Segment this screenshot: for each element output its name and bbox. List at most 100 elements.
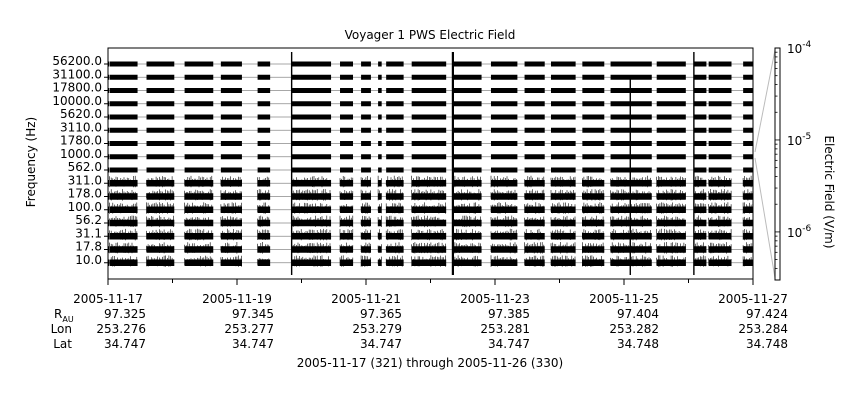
plot-frame [107, 47, 754, 280]
ephem-label-lat: Lat [53, 337, 72, 351]
data-block [453, 61, 482, 67]
data-block [361, 114, 371, 120]
data-block [524, 88, 545, 93]
data-block [656, 154, 686, 160]
data-block [490, 101, 518, 107]
data-block [524, 193, 545, 200]
data-block [220, 101, 242, 107]
data-block [490, 180, 518, 187]
data-block [378, 101, 382, 107]
data-block [411, 114, 447, 120]
data-block [109, 127, 138, 133]
data-block [257, 101, 271, 107]
plot-area [107, 47, 754, 280]
data-block [378, 154, 382, 160]
data-block [220, 127, 242, 133]
y-tick-label: 56.2 [75, 213, 102, 227]
x-tick-label: 2005-11-23 [460, 292, 530, 306]
data-block [610, 154, 652, 160]
y-tick-label: 1780.0 [60, 134, 102, 148]
date-range-footer: 2005-11-17 (321) through 2005-11-26 (330… [297, 356, 563, 370]
data-block [524, 154, 545, 160]
data-block [291, 101, 332, 107]
data-block [550, 233, 576, 240]
data-block [340, 167, 354, 173]
data-block [743, 101, 753, 107]
data-block [490, 74, 518, 80]
data-block [453, 114, 482, 120]
data-block [109, 114, 138, 120]
data-block [693, 88, 707, 93]
data-block [550, 141, 576, 146]
ephem-value-r: 97.345 [232, 307, 274, 321]
data-block [146, 206, 175, 213]
data-block [220, 74, 242, 80]
data-block [146, 101, 175, 107]
data-block [656, 127, 686, 133]
data-block [708, 154, 732, 160]
ephem-value-r: 97.325 [104, 307, 146, 321]
data-block [524, 127, 545, 133]
data-block [257, 88, 271, 93]
ephem-value-lat: 34.747 [104, 337, 146, 351]
data-block [378, 114, 382, 120]
data-block [184, 167, 214, 173]
ephem-value-lon: 253.284 [738, 322, 788, 336]
data-block [291, 74, 332, 80]
ephem-value-r: 97.404 [617, 307, 659, 321]
data-block [708, 114, 732, 120]
data-block [361, 154, 371, 160]
x-axis: 2005-11-17 2005-11-19 2005-11-21 2005-11-23… [73, 279, 788, 306]
data-block [693, 154, 707, 160]
data-block [490, 193, 518, 200]
data-block [220, 154, 242, 160]
data-block [708, 127, 732, 133]
data-block [550, 180, 576, 187]
y-tick-label: 100.0 [68, 200, 102, 214]
data-block [386, 193, 404, 200]
data-block [490, 206, 518, 213]
data-block [184, 61, 214, 67]
data-block [378, 141, 382, 146]
data-block [146, 88, 175, 93]
data-block [453, 167, 482, 173]
data-block [524, 219, 545, 227]
data-block [386, 167, 404, 173]
y-tick-label: 562.0 [68, 160, 102, 174]
data-block [291, 114, 332, 120]
data-block [453, 154, 482, 160]
y-tick-label: 17800.0 [52, 81, 102, 95]
data-block [582, 101, 605, 107]
data-block [109, 101, 138, 107]
data-block [340, 74, 354, 80]
ephem-value-lon: 253.282 [609, 322, 659, 336]
data-block [340, 154, 354, 160]
data-block [708, 167, 732, 173]
data-block [109, 74, 138, 80]
data-block [386, 233, 404, 240]
data-block [361, 167, 371, 173]
data-block [257, 154, 271, 160]
data-block [257, 74, 271, 80]
y-tick-label: 3110.0 [60, 120, 102, 134]
data-block [184, 88, 214, 93]
ephem-value-r: 97.365 [360, 307, 402, 321]
data-block [743, 74, 753, 80]
data-block [146, 246, 175, 253]
data-block [361, 61, 371, 67]
y-axis-label: Frequency (Hz) [24, 117, 38, 208]
data-block [386, 127, 404, 133]
x-tick-label: 2005-11-25 [589, 292, 659, 306]
data-block [453, 127, 482, 133]
data-block [582, 114, 605, 120]
data-block [490, 127, 518, 133]
data-block [109, 141, 138, 146]
data-block [582, 74, 605, 80]
data-block [411, 88, 447, 93]
data-block [340, 114, 354, 120]
colorbar-strip [774, 47, 781, 281]
data-block [524, 141, 545, 146]
data-block [386, 101, 404, 107]
data-block [610, 141, 652, 146]
